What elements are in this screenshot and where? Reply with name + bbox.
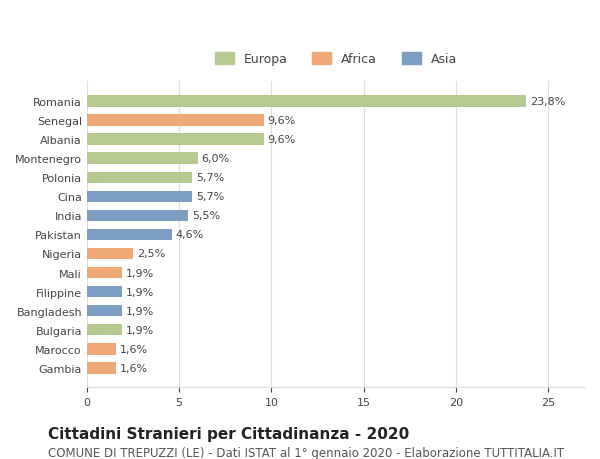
Text: 23,8%: 23,8% xyxy=(530,97,565,107)
Text: 9,6%: 9,6% xyxy=(268,116,296,126)
Bar xyxy=(87,362,116,374)
Legend: Europa, Africa, Asia: Europa, Africa, Asia xyxy=(211,49,461,70)
Text: 1,9%: 1,9% xyxy=(125,306,154,316)
Text: 1,6%: 1,6% xyxy=(120,363,148,373)
Bar xyxy=(87,267,122,279)
Bar xyxy=(87,210,188,222)
Bar xyxy=(87,134,264,146)
Text: 1,9%: 1,9% xyxy=(125,268,154,278)
Bar xyxy=(87,343,116,355)
Bar xyxy=(87,96,526,107)
Text: 5,7%: 5,7% xyxy=(196,173,224,183)
Bar xyxy=(87,115,264,127)
Bar xyxy=(87,153,197,165)
Text: 2,5%: 2,5% xyxy=(137,249,165,259)
Bar xyxy=(87,229,172,241)
Text: 1,9%: 1,9% xyxy=(125,287,154,297)
Text: 1,6%: 1,6% xyxy=(120,344,148,354)
Text: 4,6%: 4,6% xyxy=(175,230,203,240)
Text: 6,0%: 6,0% xyxy=(201,154,229,164)
Text: 1,9%: 1,9% xyxy=(125,325,154,335)
Bar xyxy=(87,325,122,336)
Text: 5,7%: 5,7% xyxy=(196,192,224,202)
Bar xyxy=(87,305,122,317)
Bar xyxy=(87,286,122,298)
Bar xyxy=(87,191,192,202)
Text: COMUNE DI TREPUZZI (LE) - Dati ISTAT al 1° gennaio 2020 - Elaborazione TUTTITALI: COMUNE DI TREPUZZI (LE) - Dati ISTAT al … xyxy=(48,446,564,459)
Bar xyxy=(87,172,192,184)
Text: Cittadini Stranieri per Cittadinanza - 2020: Cittadini Stranieri per Cittadinanza - 2… xyxy=(48,425,409,441)
Text: 9,6%: 9,6% xyxy=(268,135,296,145)
Bar xyxy=(87,248,133,260)
Text: 5,5%: 5,5% xyxy=(192,211,220,221)
